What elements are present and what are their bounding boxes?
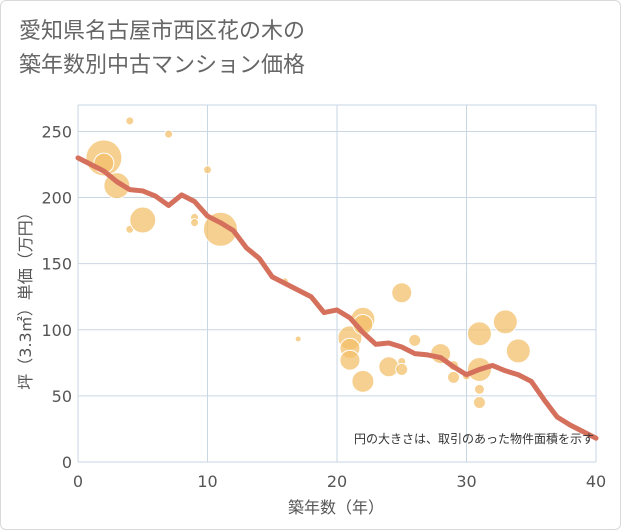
y-tick-label: 150 [41,255,72,274]
bubble-point [203,165,212,175]
bubble-point [466,321,492,347]
axis-ticks: 0 10 20 30 40 0 50 100 150 200 250 [41,122,606,491]
title-line-2: 築年数別中古マンション価格 [19,53,306,78]
bubble-point [492,309,518,335]
y-tick-label: 50 [52,387,72,406]
bubble-point [395,362,409,376]
bubble-point [129,206,157,234]
y-tick-label: 0 [62,453,72,472]
bubble-point [408,333,422,347]
bubble-point [472,396,486,409]
y-axis-label: 坪（3.3㎡）単価（万円） [16,204,35,389]
bubble-point [190,218,200,228]
bubble-series [85,116,531,409]
x-axis-label: 築年数（年） [288,498,384,517]
x-tick-label: 20 [327,472,347,491]
bubble-point [294,335,302,343]
bubble-point [447,370,461,384]
x-tick-label: 10 [197,472,217,491]
bubble-point [351,369,375,393]
y-tick-label: 100 [41,321,72,340]
bubble-point [378,356,400,378]
title-line-1: 愛知県名古屋市西区花の木の [19,19,306,44]
bubble-point [339,349,361,371]
y-tick-label: 200 [41,189,72,208]
bubble-point [391,282,413,304]
chart-title: 愛知県名古屋市西区花の木の 築年数別中古マンション価格 [19,15,305,83]
bubble-point [505,338,531,364]
trend-series [75,155,599,441]
x-tick-label: 30 [456,472,476,491]
bubble-point [164,129,174,139]
x-tick-label: 40 [586,472,606,491]
bubble-point [473,383,485,395]
y-tick-label: 250 [41,122,72,141]
grid-lines [77,104,597,463]
bubble-point [125,116,135,126]
trend-line [75,155,599,441]
bubble-size-note: 円の大きさは、取引のあった物件面積を示す [354,431,594,446]
x-tick-label: 0 [73,472,83,491]
